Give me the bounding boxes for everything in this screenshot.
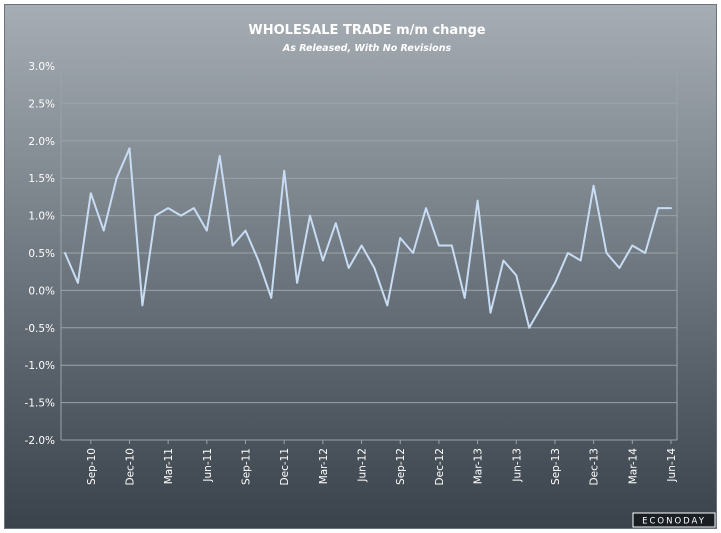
x-tick-label: Jun-12 — [357, 448, 369, 483]
series-line — [64, 147, 672, 329]
x-tick-label: Mar-13 — [473, 448, 485, 484]
chart-frame: WHOLESALE TRADE m/m change As Released, … — [4, 4, 717, 529]
y-tick-label: -0.5% — [25, 323, 55, 335]
chart-title: WHOLESALE TRADE m/m change — [248, 23, 485, 38]
y-tick-label: 0.0% — [28, 285, 55, 297]
y-tick-label: 1.5% — [28, 173, 55, 185]
x-tick-label: Jun-13 — [511, 448, 523, 483]
x-tick-label: Jun-14 — [666, 448, 678, 483]
x-tick-label: Dec-12 — [434, 448, 446, 485]
y-tick-label: 3.0% — [28, 61, 55, 73]
y-tick-label: 2.5% — [28, 98, 55, 110]
econoday-logo: ECONODAY — [632, 512, 716, 528]
line-chart: WHOLESALE TRADE m/m change As Released, … — [25, 23, 716, 528]
x-tick-label: Sep-13 — [550, 448, 562, 485]
x-tick-label: Dec-13 — [589, 448, 601, 485]
x-tick-label: Sep-10 — [86, 448, 98, 485]
x-tick-label: Dec-10 — [124, 448, 136, 485]
x-tick-label: Mar-14 — [627, 448, 639, 485]
y-tick-label: 0.5% — [28, 248, 55, 260]
x-tick-label: Mar-11 — [163, 448, 175, 484]
logo-box — [632, 512, 716, 528]
x-tick-label: Dec-11 — [279, 448, 291, 485]
y-tick-label: 1.0% — [28, 211, 55, 223]
plot-area: -2.0% -1.5% -1.0% -0.5% 0.0% 0.5% 1.0% 1.5% 2.0%… — [25, 61, 678, 485]
chart-subtitle: As Released, With No Revisions — [282, 43, 452, 54]
x-tick-label: Jun-11 — [202, 448, 214, 483]
x-tick-label: Sep-12 — [395, 448, 407, 485]
y-tick-label: -2.0% — [25, 435, 55, 447]
logo-text: ECONODAY — [642, 517, 706, 527]
x-tick-label: Sep-11 — [241, 448, 253, 485]
y-tick-label: 2.0% — [28, 136, 55, 148]
y-tick-label: -1.5% — [25, 398, 55, 410]
y-tick-label: -1.0% — [25, 360, 55, 372]
x-tick-label: Mar-12 — [318, 448, 330, 484]
